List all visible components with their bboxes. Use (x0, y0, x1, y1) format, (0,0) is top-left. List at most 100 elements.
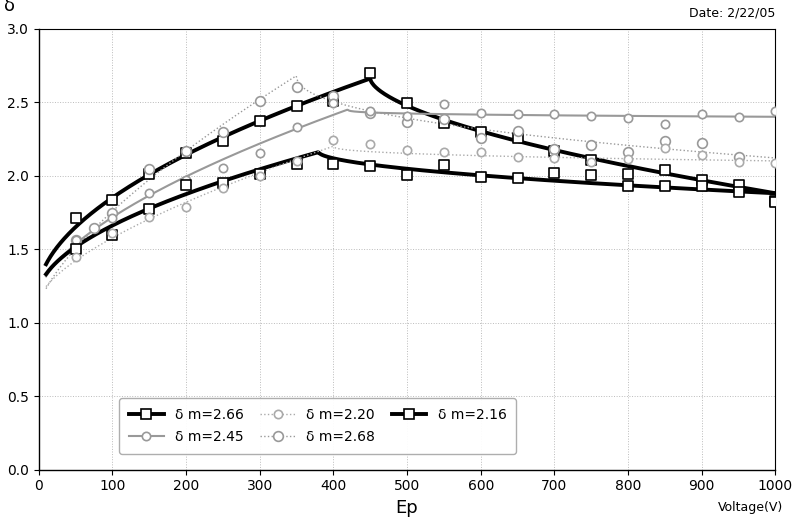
Point (327, 135, 340, 144)
Point (142, 205, 155, 213)
Point (254, 149, 266, 157)
Point (585, 112, 598, 121)
Point (732, 181, 745, 190)
Point (658, 181, 671, 190)
Point (290, 160, 303, 169)
Point (401, 171, 414, 179)
Point (585, 141, 598, 149)
Point (548, 169, 561, 178)
Point (474, 128, 487, 136)
Point (622, 155, 634, 163)
Point (180, 181, 193, 190)
Point (511, 134, 524, 143)
Point (658, 119, 671, 128)
Point (585, 171, 598, 180)
Point (180, 148, 193, 157)
Legend: δ m=2.66, δ m=2.45, δ m=2.20, δ m=2.68, δ m=2.16: δ m=2.66, δ m=2.45, δ m=2.20, δ m=2.68, … (119, 398, 516, 454)
Point (364, 69, 377, 78)
Point (142, 189, 155, 197)
Point (290, 123, 303, 131)
Point (254, 117, 266, 125)
Point (474, 134, 487, 142)
Point (511, 173, 524, 182)
Point (658, 137, 671, 146)
Point (327, 97, 340, 105)
Point (217, 128, 230, 136)
Point (548, 147, 561, 156)
Point (511, 152, 524, 161)
X-axis label: Ep: Ep (396, 499, 418, 517)
Point (364, 139, 377, 148)
Point (769, 197, 782, 205)
Point (401, 112, 414, 121)
Point (585, 155, 598, 163)
Point (290, 83, 303, 92)
Point (217, 137, 230, 145)
Point (290, 156, 303, 165)
Point (769, 159, 782, 168)
Point (217, 164, 230, 172)
Point (585, 157, 598, 166)
Point (695, 176, 708, 184)
Point (732, 113, 745, 121)
Point (69, 253, 82, 261)
Point (438, 160, 450, 169)
Point (438, 119, 450, 127)
Point (438, 148, 450, 156)
Point (474, 109, 487, 117)
Point (69, 236, 82, 244)
Point (695, 110, 708, 118)
Point (142, 213, 155, 221)
Point (254, 97, 266, 106)
Point (327, 99, 340, 107)
Point (69, 236, 82, 244)
Point (622, 147, 634, 156)
Point (622, 169, 634, 178)
Point (142, 170, 155, 179)
Point (658, 144, 671, 152)
Point (622, 182, 634, 191)
Point (401, 146, 414, 154)
Point (69, 245, 82, 253)
Point (769, 106, 782, 115)
Point (87, 224, 100, 232)
Point (548, 154, 561, 162)
Point (548, 110, 561, 118)
Point (622, 113, 634, 122)
Point (106, 209, 118, 217)
Point (217, 184, 230, 192)
Point (69, 214, 82, 223)
Y-axis label: δ: δ (4, 0, 14, 15)
Point (180, 203, 193, 211)
Point (548, 145, 561, 153)
Point (401, 118, 414, 126)
Point (327, 159, 340, 168)
Point (106, 196, 118, 204)
Point (401, 99, 414, 107)
Point (511, 110, 524, 118)
Point (364, 107, 377, 115)
Point (695, 181, 708, 190)
Point (180, 147, 193, 155)
Point (732, 188, 745, 196)
Point (106, 229, 118, 237)
Point (438, 100, 450, 108)
Point (732, 152, 745, 161)
Text: Voltage(V): Voltage(V) (718, 500, 783, 514)
Point (254, 171, 266, 180)
Point (180, 176, 193, 184)
Point (511, 127, 524, 135)
Point (142, 165, 155, 173)
Text: Date: 2/22/05: Date: 2/22/05 (689, 7, 775, 20)
Point (438, 114, 450, 123)
Point (732, 158, 745, 166)
Point (327, 92, 340, 101)
Point (695, 139, 708, 147)
Point (364, 109, 377, 117)
Point (769, 198, 782, 206)
Point (658, 166, 671, 174)
Point (474, 148, 487, 156)
Point (364, 162, 377, 170)
Point (217, 179, 230, 187)
Point (254, 170, 266, 178)
